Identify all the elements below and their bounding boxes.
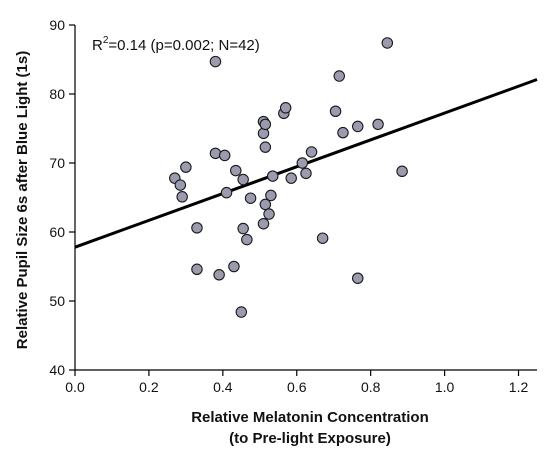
- x-tick-label: 0.6: [287, 379, 307, 395]
- data-point: [259, 118, 272, 131]
- x-tick-label: 1.2: [509, 379, 529, 395]
- data-point: [257, 217, 270, 230]
- data-point: [218, 149, 231, 162]
- data-point: [220, 186, 233, 199]
- x-tick-label: 0.2: [139, 379, 159, 395]
- data-point: [191, 263, 203, 276]
- data-point: [209, 55, 222, 68]
- data-points: [169, 37, 408, 318]
- data-point: [244, 192, 257, 204]
- y-axis-ticks: 40 50 60 70 80 90: [49, 17, 75, 378]
- data-point: [333, 70, 346, 82]
- data-point: [209, 147, 222, 160]
- data-point: [329, 105, 342, 118]
- data-point: [259, 198, 272, 211]
- y-tick-label: 40: [49, 362, 65, 378]
- data-point: [230, 164, 242, 177]
- data-point: [191, 222, 203, 234]
- data-point: [285, 172, 297, 184]
- data-point: [237, 222, 249, 235]
- data-point: [372, 118, 384, 131]
- data-point: [228, 260, 240, 273]
- x-axis-title-line2: (to Pre-light Exposure): [229, 430, 391, 447]
- data-point: [337, 126, 349, 139]
- y-axis-title: Relative Pupil Size 6s after Blue Light …: [14, 51, 31, 349]
- x-tick-label: 0.8: [361, 379, 381, 395]
- r-squared-annotation: R2=0.14 (p=0.002; N=42): [92, 35, 260, 54]
- data-point: [300, 167, 312, 180]
- data-point: [265, 189, 277, 202]
- data-point: [396, 165, 408, 178]
- y-tick-label: 60: [49, 224, 65, 240]
- annotation-prefix: R: [92, 37, 103, 54]
- data-point: [351, 120, 364, 133]
- x-tick-label: 1.0: [435, 379, 455, 395]
- annotation-text: =0.14 (p=0.002; N=42): [108, 37, 259, 54]
- x-tick-label: 0.0: [65, 379, 85, 395]
- data-point: [213, 269, 225, 281]
- data-point: [259, 141, 272, 153]
- x-tick-label: 0.4: [213, 379, 233, 395]
- data-point: [296, 157, 309, 169]
- data-point: [351, 272, 364, 284]
- x-axis-ticks: 0.0 0.2 0.4 0.6 0.8 1.0 1.2: [65, 370, 528, 395]
- data-point: [180, 161, 192, 173]
- data-point: [279, 102, 292, 114]
- data-point: [174, 179, 187, 191]
- data-point: [305, 146, 318, 158]
- data-point: [316, 232, 329, 244]
- data-point: [381, 37, 394, 49]
- y-tick-label: 80: [49, 86, 65, 102]
- data-point: [237, 173, 249, 186]
- y-tick-label: 90: [49, 17, 65, 33]
- data-point: [176, 191, 188, 203]
- x-axis-title: Relative Melatonin Concentration: [191, 409, 429, 426]
- data-point: [235, 306, 248, 318]
- data-point: [263, 208, 275, 220]
- y-tick-label: 70: [49, 155, 65, 171]
- annotation-superscript: 2: [103, 35, 109, 46]
- data-point: [266, 170, 279, 182]
- data-point: [241, 233, 253, 246]
- y-tick-label: 50: [49, 293, 65, 309]
